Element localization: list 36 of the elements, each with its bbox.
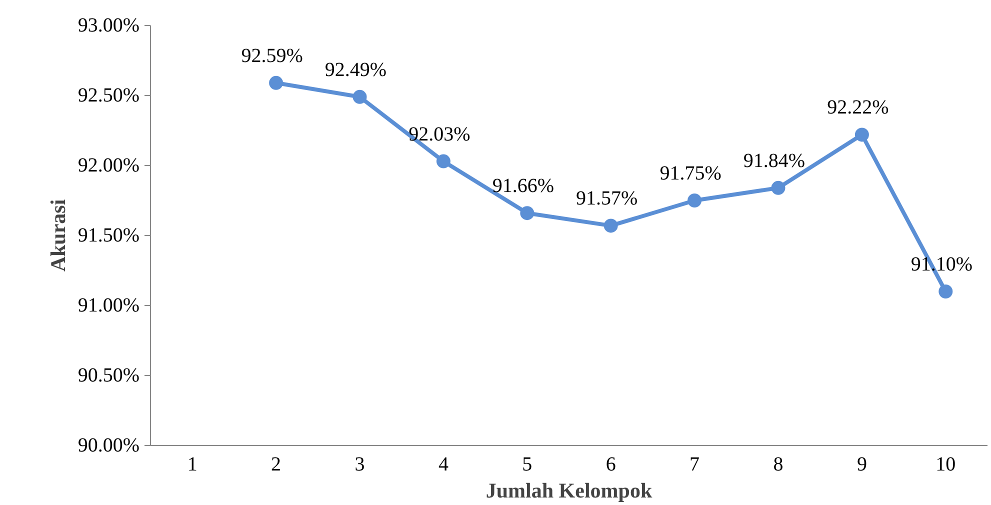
point xyxy=(269,76,284,90)
x-tick-label: 8 xyxy=(773,454,784,476)
point xyxy=(604,218,618,233)
data-label: 92.22% xyxy=(827,96,889,119)
point xyxy=(520,206,534,220)
y-tick-label: 92.50% xyxy=(78,84,140,106)
data-label: 92.03% xyxy=(408,123,470,146)
point xyxy=(854,128,869,142)
y-tick-label: 92.00% xyxy=(78,154,140,176)
data-label: 92.59% xyxy=(241,44,303,67)
y-tick-label: 90.50% xyxy=(78,364,140,386)
data-label: 91.75% xyxy=(660,162,722,184)
x-tick-label: 7 xyxy=(690,454,700,476)
y-tick-label: 91.00% xyxy=(78,294,140,316)
x-tick-label: 2 xyxy=(271,454,282,476)
data-label: 91.66% xyxy=(492,175,554,198)
point xyxy=(436,154,450,168)
data-label: 91.57% xyxy=(576,188,638,210)
point xyxy=(352,90,367,104)
y-tick-label: 91.50% xyxy=(78,224,140,246)
x-tick-label: 6 xyxy=(606,454,616,476)
y-axis-title: Akurasi xyxy=(46,199,70,272)
x-axis-title: Jumlah Kelompok xyxy=(486,478,652,502)
x-tick-label: 3 xyxy=(354,454,365,476)
data-label: 92.49% xyxy=(324,58,387,81)
x-tick-label: 4 xyxy=(438,454,448,476)
y-tick-label: 90.00% xyxy=(78,434,140,456)
x-tick-label: 5 xyxy=(522,454,532,476)
x-tick-label: 1 xyxy=(187,454,198,476)
data-label: 91.84% xyxy=(743,150,806,172)
point xyxy=(771,180,786,195)
point xyxy=(688,194,702,208)
x-tick-label: 10 xyxy=(936,454,956,476)
point xyxy=(938,284,953,298)
x-tick-label: 9 xyxy=(856,454,867,476)
y-tick-label: 93.00% xyxy=(78,14,140,36)
